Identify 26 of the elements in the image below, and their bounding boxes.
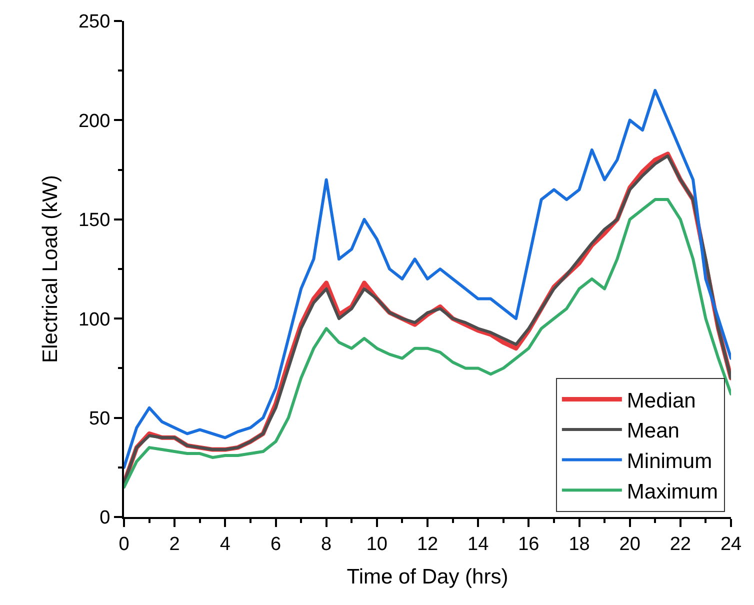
y-tick-label: 0 xyxy=(100,508,110,529)
x-tick-label: 24 xyxy=(720,534,742,555)
x-tick-label: 2 xyxy=(169,534,180,555)
y-tick-label: 100 xyxy=(78,309,110,330)
x-tick-label: 16 xyxy=(518,534,540,555)
line-series xyxy=(124,88,731,469)
y-tick-label: 250 xyxy=(78,12,110,33)
x-tick-label: 18 xyxy=(568,534,590,555)
x-tick-label: 8 xyxy=(321,534,332,555)
legend-label: Mean xyxy=(626,420,680,443)
x-tick-label: 6 xyxy=(270,534,282,555)
x-tick-label: 14 xyxy=(468,534,490,555)
x-tick-label: 20 xyxy=(619,534,640,555)
x-tick-label: 22 xyxy=(670,534,691,555)
y-tick-label: 200 xyxy=(78,110,110,132)
x-tick-label: 10 xyxy=(366,534,388,555)
x-tick-label: 0 xyxy=(118,534,130,555)
y-tick-label: 50 xyxy=(89,408,110,430)
x-axis-title: Time of Day (hrs) xyxy=(346,566,508,588)
y-axis-title: Electrical Load (kW) xyxy=(39,175,62,363)
x-tick-label: 4 xyxy=(220,534,231,555)
x-tick-label: 12 xyxy=(416,534,438,555)
legend-label: Maximum xyxy=(626,480,718,504)
legend-label: Median xyxy=(626,389,696,412)
y-tick-label: 150 xyxy=(78,210,110,232)
legend-label: Minimum xyxy=(626,450,712,473)
